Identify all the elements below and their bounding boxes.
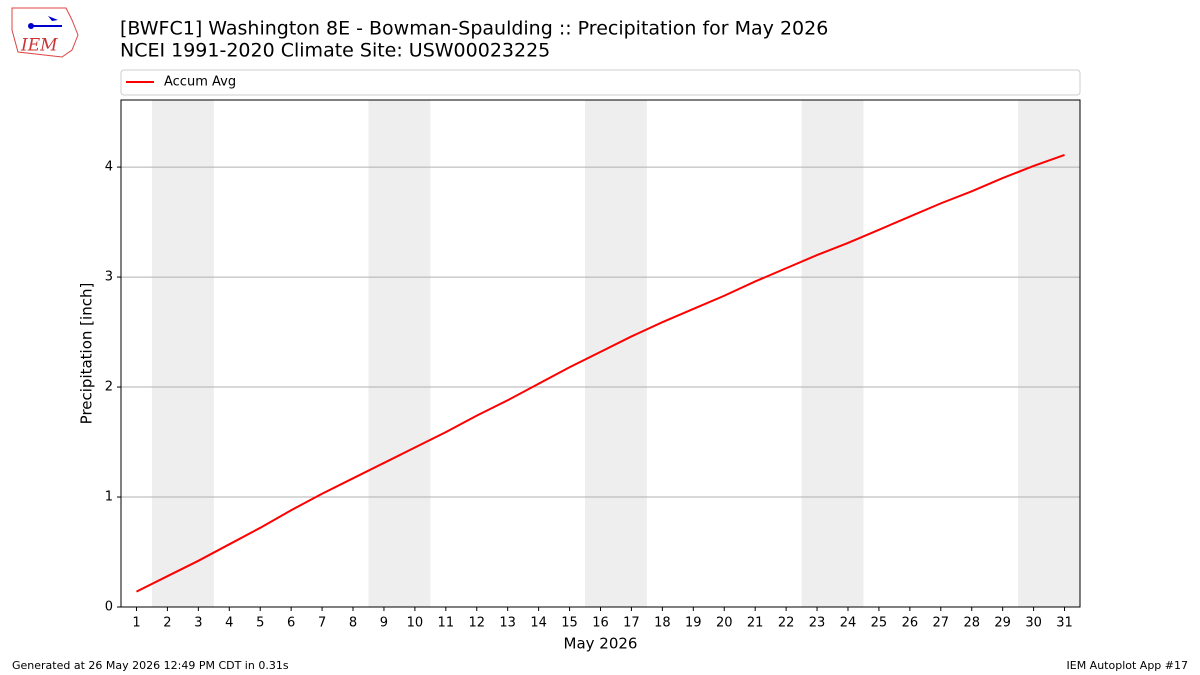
x-tick-label: 11 <box>438 616 455 631</box>
chart-subtitle: NCEI 1991-2020 Climate Site: USW00023225 <box>120 40 550 62</box>
y-tick-label: 2 <box>105 380 113 395</box>
x-tick-label: 3 <box>194 616 202 631</box>
x-tick-label: 19 <box>685 616 702 631</box>
weekend-band <box>1018 100 1080 607</box>
logo-text: IEM <box>20 36 58 56</box>
x-tick-label: 17 <box>623 616 640 631</box>
weekend-band <box>585 100 647 607</box>
x-tick-label: 5 <box>256 616 264 631</box>
x-tick-label: 30 <box>1025 616 1042 631</box>
x-tick-label: 23 <box>809 616 826 631</box>
x-tick-label: 14 <box>530 616 547 631</box>
x-tick-label: 8 <box>349 616 357 631</box>
x-tick-label: 26 <box>902 616 919 631</box>
weekend-band <box>368 100 431 607</box>
x-tick-label: 10 <box>407 616 424 631</box>
footer-right: IEM Autoplot App #17 <box>1067 659 1189 672</box>
x-tick-label: 12 <box>468 616 485 631</box>
x-tick-label: 15 <box>561 616 578 631</box>
y-tick-label: 3 <box>105 270 113 285</box>
weekend-band <box>151 100 214 607</box>
x-tick-label: 25 <box>871 616 888 631</box>
y-tick-label: 1 <box>105 490 113 505</box>
legend-label: Accum Avg <box>164 75 236 90</box>
data-line <box>136 154 1065 593</box>
logo: IEM <box>11 7 79 58</box>
x-tick-label: 1 <box>132 616 140 631</box>
chart-title: [BWFC1] Washington 8E - Bowman-Spaulding… <box>120 18 828 40</box>
x-tick-label: 22 <box>778 616 795 631</box>
x-tick-label: 16 <box>592 616 609 631</box>
x-tick-label: 18 <box>654 616 671 631</box>
x-tick-label: 27 <box>933 616 950 631</box>
y-axis-label: Precipitation [inch] <box>78 283 96 425</box>
legend-box <box>120 69 1081 96</box>
x-tick-label: 29 <box>994 616 1011 631</box>
y-tick-label: 0 <box>105 600 113 615</box>
x-axis-label: May 2026 <box>564 635 638 653</box>
y-tick-label: 4 <box>105 160 113 175</box>
weekend-band <box>801 100 864 607</box>
footer-left: Generated at 26 May 2026 12:49 PM CDT in… <box>12 659 289 672</box>
x-tick-label: 4 <box>225 616 233 631</box>
plot-frame <box>120 99 1081 608</box>
x-tick-label: 6 <box>287 616 295 631</box>
x-tick-label: 13 <box>499 616 516 631</box>
x-tick-label: 24 <box>840 616 857 631</box>
x-tick-label: 9 <box>380 616 388 631</box>
x-tick-label: 20 <box>716 616 733 631</box>
x-tick-label: 21 <box>747 616 764 631</box>
x-tick-label: 28 <box>963 616 980 631</box>
x-tick-label: 2 <box>163 616 171 631</box>
x-tick-label: 31 <box>1056 616 1073 631</box>
x-tick-label: 7 <box>318 616 326 631</box>
